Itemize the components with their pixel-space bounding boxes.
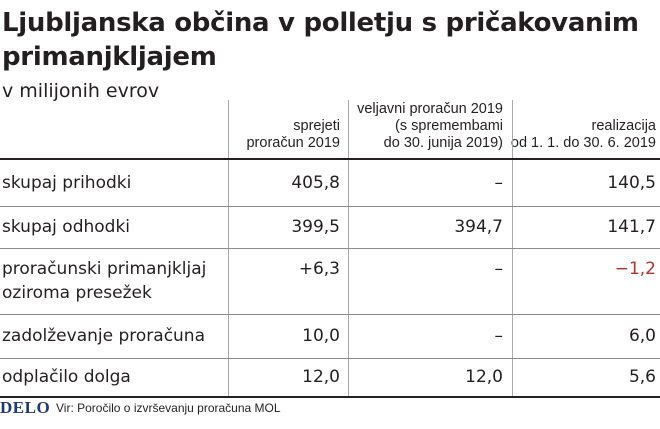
row-label: zadolževanje proračuna — [2, 326, 206, 346]
chart-title: Ljubljanska občina v polletju s pričakov… — [2, 8, 639, 72]
column-header-line: do 30. junija 2019) — [383, 135, 503, 151]
row-label: odplačilo dolga — [2, 367, 131, 387]
source-note: Vir: Poročilo o izvrševanju proračuna MO… — [56, 401, 281, 415]
value-cell: 5,6 — [628, 367, 656, 387]
value-cell: 10,0 — [302, 326, 340, 346]
chart-subtitle: v milijonih evrov — [2, 80, 160, 102]
footer-rule — [0, 396, 660, 398]
footer: DELO Vir: Poročilo o izvrševanju proraču… — [0, 396, 660, 420]
column-header-line: od 1. 1. do 30. 6. 2019 — [510, 135, 656, 151]
value-cell: 141,7 — [607, 217, 656, 237]
delo-logo: DELO — [0, 398, 51, 417]
column-header: sprejeti proračun 2019 — [120, 118, 340, 152]
column-header: veljavni proračun 2019 (s spremembami do 3… — [283, 101, 503, 152]
column-header-line: proračun 2019 — [246, 135, 340, 151]
value-cell: 399,5 — [291, 217, 340, 237]
column-header: realizacija od 1. 1. do 30. 6. 2019 — [436, 118, 656, 152]
value-cell: – — [494, 259, 504, 279]
row-label: skupaj odhodki — [2, 217, 131, 237]
column-header-line: (s spremembami — [395, 118, 503, 134]
row-label: proračunski primanjkljaj — [2, 259, 207, 279]
value-cell: – — [494, 173, 504, 193]
value-cell: −1,2 — [614, 259, 656, 279]
value-cell: 12,0 — [465, 367, 503, 387]
row-label: skupaj prihodki — [2, 173, 132, 193]
row-divider — [0, 206, 660, 207]
column-header-line: realizacija — [591, 118, 656, 134]
value-cell: 140,5 — [607, 173, 656, 193]
row-divider — [0, 314, 660, 315]
value-cell: – — [494, 326, 504, 346]
value-cell: 12,0 — [302, 367, 340, 387]
header-rule — [0, 158, 660, 160]
value-cell: 405,8 — [291, 173, 340, 193]
row-label: oziroma presežek — [2, 283, 152, 303]
row-divider — [0, 358, 660, 359]
value-cell: +6,3 — [298, 259, 340, 279]
value-cell: 394,7 — [454, 217, 503, 237]
row-divider — [0, 248, 660, 249]
column-header-line: sprejeti — [293, 118, 340, 134]
value-cell: 6,0 — [628, 326, 656, 346]
column-header-line: veljavni proračun 2019 — [357, 101, 503, 117]
